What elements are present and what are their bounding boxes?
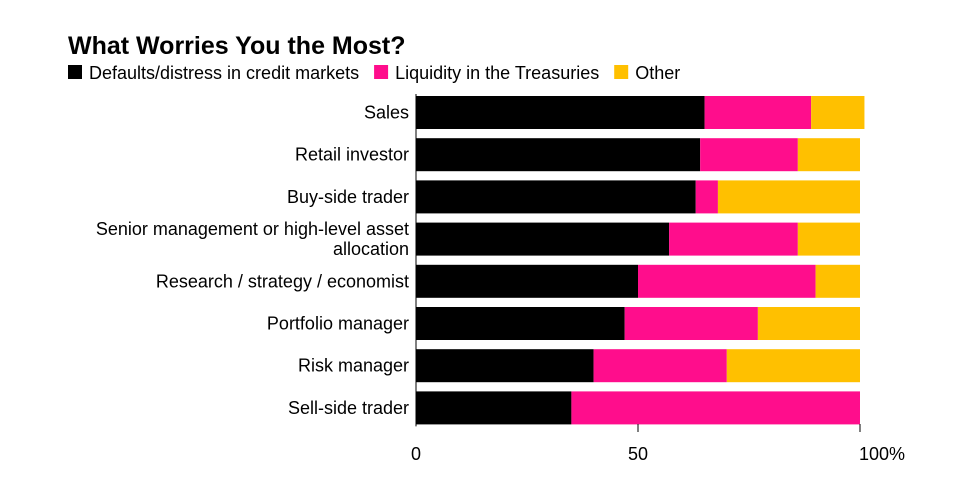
bars [416,96,865,425]
tick-label: 100% [859,444,905,464]
bar-segment-0 [416,349,594,383]
bar-segment-0 [416,180,696,214]
bar-segment-0 [416,96,705,129]
legend-swatch-0 [68,65,82,79]
legend-label-2: Other [635,63,680,83]
bar-segment-1 [571,391,860,425]
tick-label: 50 [628,444,648,464]
category-label: Risk manager [298,356,409,376]
legend-label-1: Liquidity in the Treasuries [395,63,599,83]
category-label: allocation [333,239,409,259]
tick-label: 0 [411,444,421,464]
category-labels: Sales Retail investor Buy-side trader Senio… [96,103,409,418]
category-label: Sales [364,103,409,123]
bar-segment-0 [416,307,625,340]
legend: Defaults/distress in credit markets Liqui… [68,63,680,83]
chart-title: What Worries You the Most? [68,32,406,60]
bar-segment-2 [811,96,865,129]
category-label: Retail investor [295,145,409,165]
legend-swatch-2 [614,65,629,79]
bar-segment-1 [638,264,816,298]
bar-segment-1 [704,96,812,129]
bar-segment-2 [815,264,860,298]
bar-segment-1 [700,138,798,172]
x-axis-ticks: 0 50 100% [411,424,905,464]
bar-segment-2 [797,138,860,172]
bar-segment-1 [593,349,727,383]
bar-segment-0 [416,138,701,172]
category-label: Senior management or high-level asset [96,219,409,239]
bar-segment-1 [669,222,798,256]
bar-segment-0 [416,391,572,425]
category-label: Sell-side trader [288,398,409,418]
bar-segment-2 [757,307,860,340]
bar-segment-0 [416,264,638,298]
bar-segment-1 [624,307,758,340]
bar-segment-2 [726,349,860,383]
category-label: Buy-side trader [287,187,409,207]
category-label: Portfolio manager [267,314,409,334]
legend-swatch-1 [374,65,389,79]
bar-segment-1 [695,180,718,214]
bar-segment-2 [797,222,860,256]
bar-segment-0 [416,222,670,256]
bar-segment-2 [717,180,860,214]
legend-label-0: Defaults/distress in credit markets [89,63,359,83]
category-label: Research / strategy / economist [156,271,409,291]
